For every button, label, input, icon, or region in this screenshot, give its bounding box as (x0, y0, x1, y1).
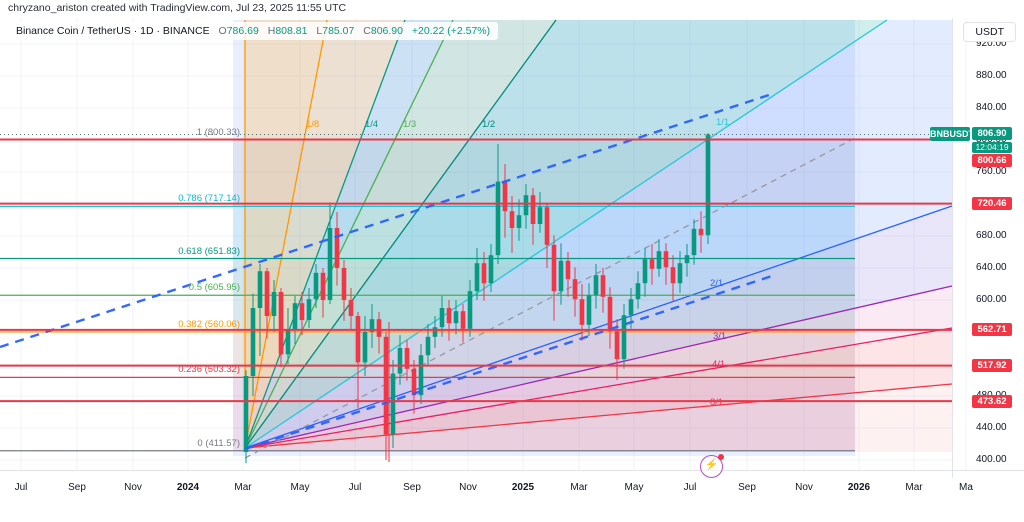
footer-bar: TradingView (0, 496, 1024, 522)
interval-label[interactable]: 1D (140, 25, 154, 37)
dashed-channel[interactable] (0, 92, 773, 451)
exchange-label: BINANCE (162, 25, 210, 37)
price-axis-separator (952, 18, 953, 478)
alert-lines[interactable] (0, 138, 952, 403)
grey-dashed-trendline[interactable] (244, 137, 856, 459)
high-value: 808.81 (275, 25, 308, 37)
flash-events-button[interactable]: ⚡ (700, 454, 724, 478)
currency-toggle-button[interactable]: USDT (963, 22, 1016, 42)
change-value: +20.22 (+2.57%) (411, 25, 491, 37)
open-value: 786.69 (226, 25, 259, 37)
lightning-icon: ⚡ (704, 459, 719, 471)
gann-fan-fills (245, 20, 952, 452)
gann-fan-lines[interactable] (244, 19, 953, 449)
symbol-legend[interactable]: Binance Coin / TetherUS · 1D · BINANCE O… (8, 22, 499, 40)
low-value: 785.07 (322, 25, 355, 37)
close-value: 806.90 (370, 25, 403, 37)
candles (243, 132, 711, 464)
close-letter: C (363, 25, 371, 37)
open-letter: O (218, 25, 227, 37)
high-letter: H (267, 25, 276, 37)
low-letter: L (316, 25, 323, 37)
notification-dot (718, 454, 724, 460)
time-axis-separator (0, 470, 1024, 471)
watermark-text: chryzano_ariston created with TradingVie… (8, 2, 347, 14)
symbol-title[interactable]: Binance Coin / TetherUS (16, 25, 131, 37)
watermark-bar: chryzano_ariston created with TradingVie… (0, 0, 1024, 18)
